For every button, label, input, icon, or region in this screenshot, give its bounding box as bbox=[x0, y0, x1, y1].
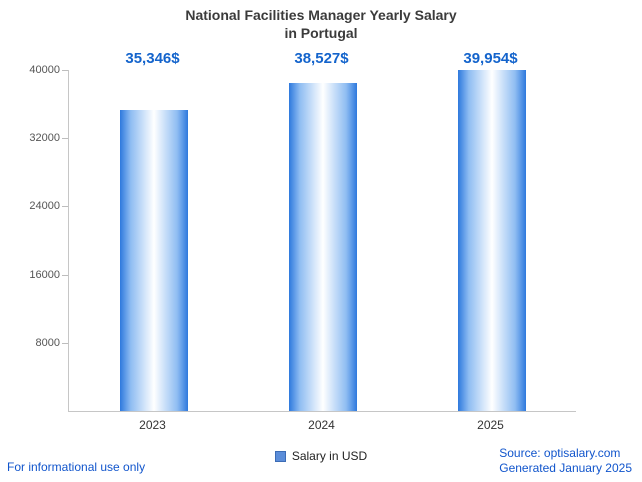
plot-area bbox=[68, 70, 576, 412]
legend-swatch-icon bbox=[274, 450, 286, 462]
x-axis: 2023 2024 2025 bbox=[68, 418, 575, 432]
bar-value-label-2024: 38,527$ bbox=[294, 50, 349, 67]
y-tick-32000: 32000 bbox=[0, 132, 68, 144]
y-tick-16000: 16000 bbox=[0, 269, 68, 281]
bar-slot-2024 bbox=[238, 70, 407, 411]
source-block: Source: optisalary.com Generated January… bbox=[499, 446, 632, 476]
bar-2024 bbox=[288, 82, 357, 411]
source-link[interactable]: Source: optisalary.com bbox=[499, 446, 621, 460]
chart-title: National Facilities Manager Yearly Salar… bbox=[0, 6, 642, 42]
x-tick-2025: 2025 bbox=[477, 418, 504, 432]
bar-value-label-2025: 39,954$ bbox=[463, 50, 518, 67]
bar-value-label-2023: 35,346$ bbox=[125, 50, 180, 67]
bar-value-labels: 35,346$ 38,527$ 39,954$ bbox=[68, 50, 575, 70]
bar-2023 bbox=[119, 109, 188, 411]
chart-title-line1: National Facilities Manager Yearly Salar… bbox=[185, 7, 457, 23]
bar-slot-2023 bbox=[69, 70, 238, 411]
chart-title-line2: in Portugal bbox=[284, 25, 358, 41]
legend[interactable]: Salary in USD bbox=[0, 449, 642, 463]
generated-text: Generated January 2025 bbox=[499, 461, 632, 475]
legend-label: Salary in USD bbox=[291, 449, 368, 463]
y-tick-8000: 8000 bbox=[0, 337, 68, 349]
y-axis: 40000 32000 24000 16000 8000 bbox=[0, 64, 68, 411]
x-tick-2023: 2023 bbox=[139, 418, 166, 432]
y-tick-40000: 40000 bbox=[0, 64, 68, 76]
bar-slot-2025 bbox=[407, 70, 576, 411]
bar-2025 bbox=[457, 70, 526, 411]
y-tick-24000: 24000 bbox=[0, 200, 68, 212]
x-tick-2024: 2024 bbox=[308, 418, 335, 432]
disclaimer-text: For informational use only bbox=[7, 460, 146, 474]
